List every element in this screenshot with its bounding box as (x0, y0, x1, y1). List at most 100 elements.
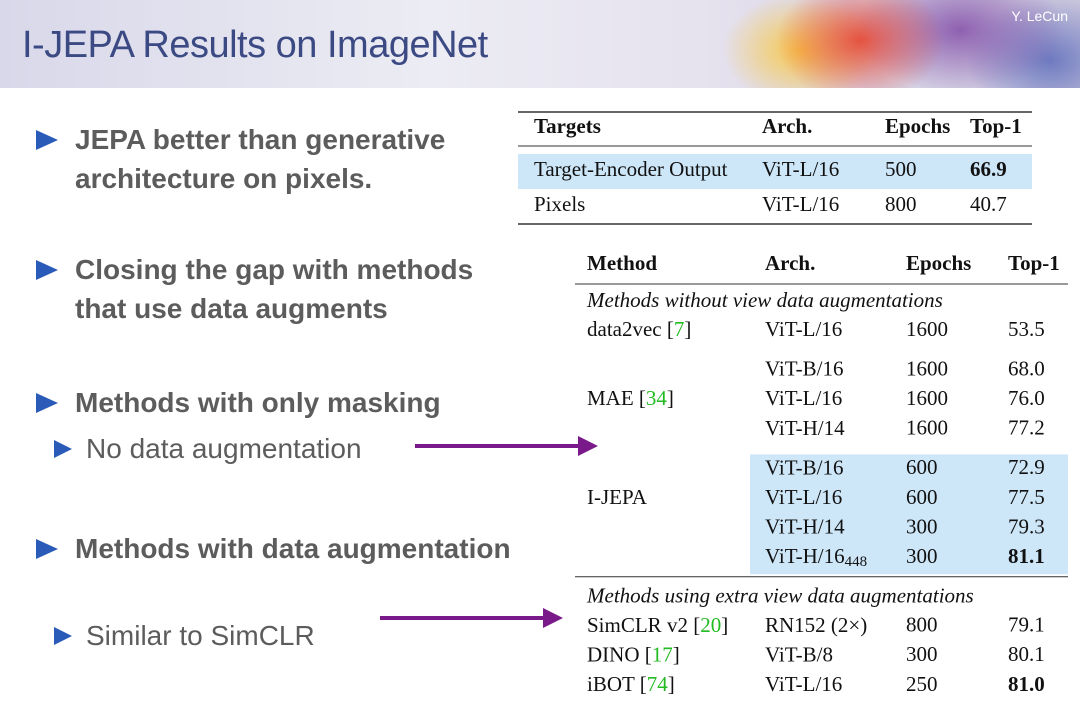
column-header: Top-1 (1008, 251, 1060, 275)
top1: 68.0 (1008, 356, 1045, 380)
epochs: 1600 (906, 317, 948, 341)
epochs: 300 (906, 642, 938, 666)
sub-bullet-text: No data augmentation (86, 433, 362, 464)
column-header: Epochs (885, 114, 950, 138)
text-span: ViT-B/16 (765, 356, 843, 380)
epochs: 300 (906, 514, 938, 538)
bullet-text: Methods with data augmentation (75, 533, 511, 564)
row-highlight (750, 454, 1068, 575)
text-span: I-JEPA (587, 485, 648, 509)
bullet-icon (36, 130, 58, 150)
method-name: I-JEPA (587, 485, 648, 509)
text-span: 448 (845, 555, 868, 571)
epochs: 1600 (906, 416, 948, 440)
epochs: 250 (906, 672, 938, 696)
arch: ViT-L/16 (765, 485, 842, 509)
bullet-icon (36, 539, 58, 559)
bullet-text: Closing the gap with methods that use da… (75, 254, 474, 324)
method-name: DINO [17] (587, 642, 680, 666)
epochs: 600 (906, 485, 938, 509)
arch: ViT-L/16 (765, 672, 842, 696)
sub-bullet-text: Similar to SimCLR (86, 620, 315, 651)
text-span: DINO [ (587, 642, 652, 666)
bullet-text: Methods with only masking (75, 387, 441, 418)
method-name: MAE [34] (587, 386, 674, 410)
text-span: 17 (652, 642, 673, 666)
text-span: ViT-B/8 (765, 642, 833, 666)
text-span: iBOT [ (587, 672, 647, 696)
arch: RN152 (2×) (765, 613, 867, 637)
column-header: Method (587, 251, 657, 275)
text-span: MAE [ (587, 386, 646, 410)
arch: ViT-B/8 (765, 642, 833, 666)
column-header: Epochs (906, 251, 971, 275)
arch: ViT-B/16 (765, 455, 843, 479)
epochs: 1600 (906, 386, 948, 410)
arch: ViT-H/16448 (765, 544, 867, 571)
table-cell: ViT-L/16 (762, 157, 839, 181)
text-span: ViT-B/16 (765, 455, 843, 479)
table-cell: 40.7 (970, 192, 1007, 216)
top1: 77.2 (1008, 416, 1045, 440)
table-cell: 500 (885, 157, 917, 181)
table-cell: ViT-L/16 (762, 192, 839, 216)
text-span: data2vec [ (587, 317, 674, 341)
bullet-icon (54, 627, 72, 645)
column-header: Arch. (765, 251, 815, 275)
top1: 53.5 (1008, 317, 1045, 341)
arch: ViT-H/14 (765, 416, 845, 440)
method-name: SimCLR v2 [20] (587, 613, 728, 637)
table-cell: 66.9 (970, 157, 1007, 181)
text-span: ViT-L/16 (765, 317, 842, 341)
bullet-icon (54, 440, 72, 458)
top1: 81.0 (1008, 672, 1045, 696)
epochs: 600 (906, 455, 938, 479)
text-span: ] (721, 613, 728, 637)
arch: ViT-B/16 (765, 356, 843, 380)
text-span: ViT-H/14 (765, 514, 845, 538)
top1: 81.1 (1008, 544, 1045, 568)
top1: 77.5 (1008, 485, 1045, 509)
text-span: 7 (674, 317, 685, 341)
top1: 79.1 (1008, 613, 1045, 637)
arrow-head (578, 436, 598, 456)
header-band (0, 0, 1080, 88)
author: Y. LeCun (1011, 8, 1068, 24)
text-span: ViT-H/14 (765, 416, 845, 440)
group-caption: Methods using extra view data augmentati… (586, 584, 974, 608)
text-span: ViT-L/16 (765, 386, 842, 410)
column-header: Top-1 (970, 114, 1022, 138)
text-span: ViT-H/16 (765, 544, 845, 568)
arrow-head (543, 608, 563, 628)
epochs: 1600 (906, 356, 948, 380)
text-span: 74 (647, 672, 669, 696)
top1: 79.3 (1008, 514, 1045, 538)
group-caption: Methods without view data augmentations (586, 288, 943, 312)
table-cell: Target-Encoder Output (534, 157, 728, 181)
text-span: 20 (700, 613, 721, 637)
column-header: Arch. (762, 114, 812, 138)
method-name: iBOT [74] (587, 672, 675, 696)
arch: ViT-L/16 (765, 317, 842, 341)
text-span: ] (673, 642, 680, 666)
row-highlight (518, 154, 1032, 189)
bullet-text: JEPA better than generative architecture… (75, 124, 446, 194)
bullet-icon (36, 393, 58, 413)
column-header: Targets (534, 114, 601, 138)
top1: 72.9 (1008, 455, 1045, 479)
text-span: ] (667, 386, 674, 410)
top1: 80.1 (1008, 642, 1045, 666)
table-cell: Pixels (534, 192, 585, 216)
text-span: ] (684, 317, 691, 341)
text-span: RN152 (2×) (765, 613, 867, 637)
text-span: ViT-L/16 (765, 672, 842, 696)
text-span: ViT-L/16 (765, 485, 842, 509)
arch: ViT-H/14 (765, 514, 845, 538)
table-cell: 800 (885, 192, 917, 216)
text-span: ] (668, 672, 675, 696)
epochs: 300 (906, 544, 938, 568)
slide-title: I-JEPA Results on ImageNet (22, 24, 488, 66)
top1: 76.0 (1008, 386, 1045, 410)
